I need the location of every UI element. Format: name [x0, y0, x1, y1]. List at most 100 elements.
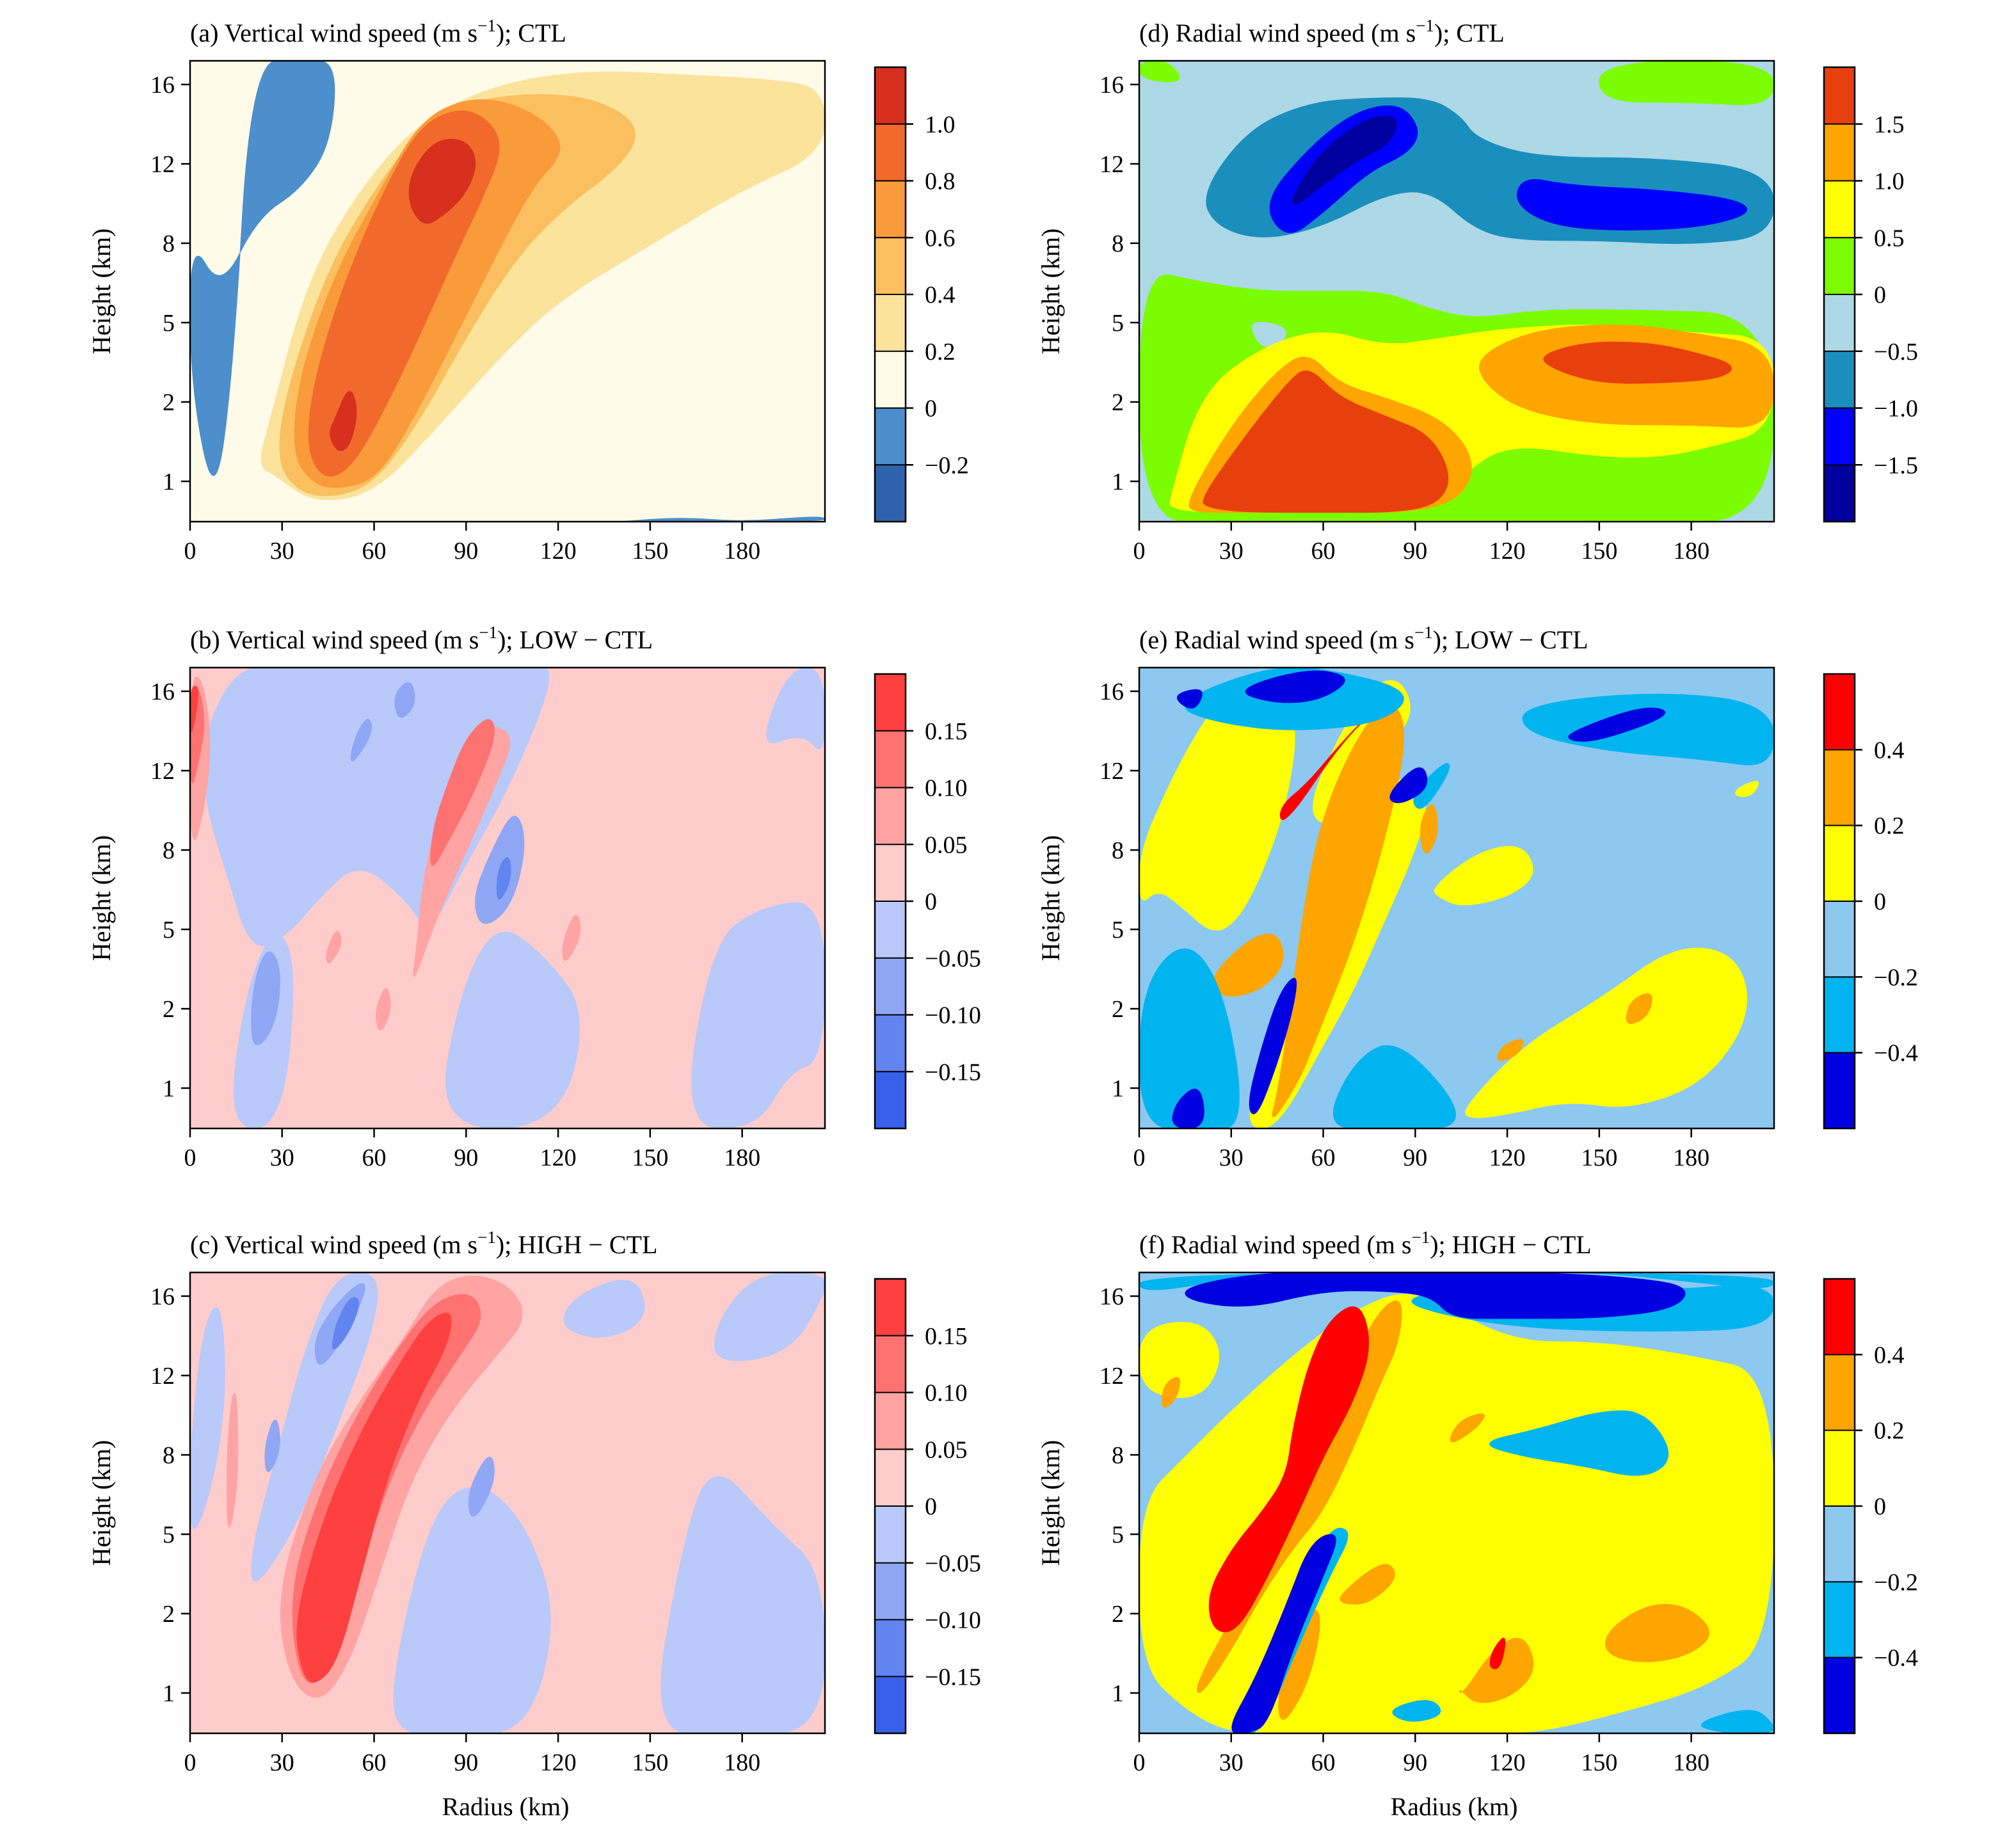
contour-region-e-22 [1389, 767, 1428, 803]
colorbar-b: 0.15 0.10 0.05 0 −0.05 −0.10 −0.15 [874, 673, 981, 1130]
colorbar-label: −0.2 [925, 452, 969, 479]
y-tick-label: 2 [163, 996, 175, 1023]
panel-title: (f) Radial wind speed (m s−1); HIGH − CT… [1139, 1228, 1592, 1259]
colorbar-swatch [1824, 674, 1855, 750]
panel-title: (c) Vertical wind speed (m s−1); HIGH − … [190, 1228, 657, 1259]
colorbar-swatch [1824, 750, 1855, 826]
colorbar-label: 0.15 [925, 1323, 968, 1350]
colorbar-label: −0.5 [1874, 339, 1918, 365]
contour-fills [1139, 1272, 1774, 1733]
y-tick-label: 8 [163, 1442, 175, 1469]
contour-region-f-10 [1340, 1564, 1395, 1605]
contour-region-d-12 [1292, 115, 1397, 205]
colorbar-label: 0 [925, 888, 937, 915]
y-tick-label: 16 [1100, 678, 1124, 705]
contour-region-e-18 [1172, 1088, 1204, 1128]
x-tick-label: 180 [724, 1144, 760, 1171]
y-tick-label: 8 [1112, 837, 1124, 864]
colorbar-swatch [1824, 294, 1855, 352]
x-tick-label: 180 [1673, 1144, 1709, 1171]
colorbar-label: 0 [925, 396, 937, 422]
x-tick-label: 0 [184, 1749, 196, 1776]
x-tick-label: 90 [1403, 1144, 1427, 1171]
y-tick-label: 2 [1112, 389, 1124, 416]
contour-region-f-17 [1392, 1700, 1441, 1722]
colorbar-swatch [1824, 1582, 1855, 1658]
colorbar-e: 0.4 0.2 0 −0.2 −0.4 [1823, 673, 1918, 1130]
contour-region-e-7 [1212, 933, 1284, 997]
y-axis-label: Height (km) [1036, 835, 1065, 961]
colorbar-swatch [875, 1676, 906, 1734]
contour-region-b-5 [251, 951, 280, 1046]
contour-region-c-0 [190, 1307, 225, 1529]
colorbar-swatch [1824, 977, 1855, 1054]
colorbar-swatch [875, 1506, 906, 1564]
x-tick-label: 60 [362, 538, 387, 565]
x-tick-label: 90 [1403, 1749, 1427, 1776]
contour-region-c-8 [264, 1419, 280, 1472]
colorbar-label: 0 [925, 1493, 937, 1520]
y-tick-label: 5 [1112, 310, 1124, 337]
colorbar-swatch [1824, 408, 1855, 465]
x-tick-label: 60 [1311, 538, 1336, 565]
colorbar-swatch [1824, 1354, 1855, 1431]
plot-frame [189, 666, 826, 1130]
x-tick-label: 30 [1219, 538, 1244, 565]
x-tick-label: 60 [1311, 1749, 1336, 1776]
contour-fills [190, 61, 825, 522]
y-tick-label: 5 [163, 310, 175, 337]
colorbar-label: −0.05 [925, 945, 981, 972]
colorbar-swatch [1824, 825, 1855, 902]
x-tick-label: 0 [1133, 538, 1146, 565]
colorbar-swatch [875, 465, 906, 522]
y-axis-label: Height (km) [87, 835, 116, 961]
contour-region-c-11 [226, 1392, 239, 1528]
x-tick-label: 0 [1133, 1144, 1146, 1171]
colorbar-label: 0.05 [925, 1436, 968, 1463]
colorbar-swatch [1824, 1657, 1855, 1734]
contour-region-e-3 [1434, 846, 1533, 906]
y-tick-label: 12 [1100, 758, 1124, 785]
contour-region-d-1 [1599, 61, 1774, 106]
contour-region-c-3 [660, 1476, 825, 1733]
contour-region-e-10 [1497, 1039, 1524, 1061]
contour-region-b-11 [413, 727, 511, 977]
x-axis-label-right: Radius (km) [1391, 1792, 1518, 1821]
colorbar-swatch [875, 67, 906, 125]
contour-region-c-7 [468, 1457, 495, 1517]
colorbar-swatch [875, 237, 906, 295]
contour-region-b-12 [326, 931, 342, 963]
colorbar-label: 0.8 [925, 168, 956, 195]
contour-fills [1139, 668, 1774, 1128]
contour-region-b-16 [430, 719, 495, 866]
colorbar-label: −0.2 [1874, 1569, 1918, 1596]
contour-fills [190, 668, 825, 1128]
colorbar-label: 0.4 [1874, 1342, 1905, 1368]
colorbar-swatch [875, 674, 906, 732]
colorbar-label: 0.10 [925, 775, 968, 802]
y-tick-label: 2 [1112, 996, 1124, 1023]
x-tick-label: 150 [1581, 538, 1617, 565]
x-tick-label: 30 [270, 538, 294, 565]
y-tick-label: 16 [1100, 1283, 1124, 1310]
colorbar-label: −0.05 [925, 1550, 981, 1577]
y-tick-label: 12 [1100, 151, 1124, 178]
y-tick-label: 16 [150, 72, 175, 99]
colorbar-swatch [875, 958, 906, 1015]
colorbar-swatch [1824, 124, 1855, 181]
x-tick-label: 30 [270, 1749, 294, 1776]
colorbar-label: 0 [1874, 282, 1886, 309]
contour-region-d-3 [1252, 321, 1286, 348]
y-tick-label: 2 [163, 1601, 175, 1628]
contour-region-e-21 [1568, 707, 1665, 742]
colorbar-label: −0.15 [925, 1059, 981, 1086]
contour-region-f-2 [1489, 1410, 1669, 1476]
contour-region-e-15 [1522, 693, 1774, 766]
colorbar-swatch [1824, 1506, 1855, 1582]
y-tick-label: 16 [150, 1283, 175, 1310]
contour-fills [1139, 61, 1774, 522]
contour-region-f-5 [1185, 1272, 1686, 1319]
colorbar-label: 0.6 [925, 225, 956, 252]
panel-title: (a) Vertical wind speed (m s−1); CTL [190, 16, 566, 47]
contour-region-f-11 [1450, 1413, 1485, 1443]
